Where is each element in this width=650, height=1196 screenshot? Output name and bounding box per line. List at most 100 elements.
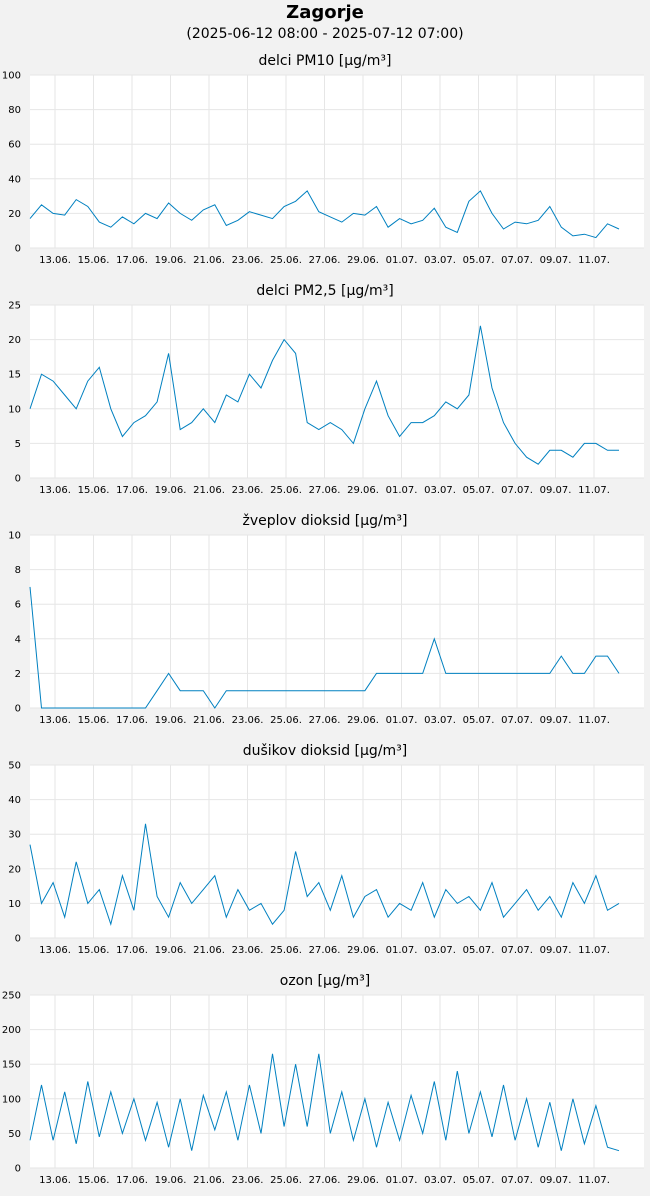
x-tick-label: 21.06. xyxy=(193,255,225,266)
x-tick-label: 09.07. xyxy=(540,945,572,956)
x-tick-label: 23.06. xyxy=(232,485,264,496)
y-tick-label: 20 xyxy=(8,335,21,346)
x-tick-label: 27.06. xyxy=(309,255,341,266)
chart-o3: ozon [µg/m³] 0 50 100 150 200 250 13.06. 15.06. 1… xyxy=(0,966,650,1196)
y-tick-label: 15 xyxy=(8,370,21,381)
y-tick-label: 40 xyxy=(8,795,21,806)
x-tick-label: 25.06. xyxy=(270,485,302,496)
x-tick-label: 13.06. xyxy=(39,1175,71,1186)
y-tick-label: 2 xyxy=(15,669,21,680)
y-tick-label: 0 xyxy=(15,934,21,945)
x-tick-label: 25.06. xyxy=(270,255,302,266)
y-tick-label: 25 xyxy=(8,301,21,312)
x-tick-label: 03.07. xyxy=(424,945,456,956)
x-tick-label: 01.07. xyxy=(386,1175,418,1186)
x-tick-label: 21.06. xyxy=(193,1175,225,1186)
x-tick-label: 29.06. xyxy=(347,485,379,496)
x-tick-label: 29.06. xyxy=(347,715,379,726)
plot-area xyxy=(30,765,644,938)
x-tick-label: 17.06. xyxy=(116,485,148,496)
y-tick-label: 4 xyxy=(15,634,21,645)
series-line xyxy=(29,823,620,927)
x-tick-label: 03.07. xyxy=(424,1175,456,1186)
x-tick-label: 15.06. xyxy=(78,255,110,266)
y-tick-label: 50 xyxy=(8,1129,21,1140)
x-tick-label: 23.06. xyxy=(232,255,264,266)
x-tick-label: 05.07. xyxy=(463,715,495,726)
y-tick-label: 8 xyxy=(15,565,21,576)
x-tick-label: 25.06. xyxy=(270,715,302,726)
x-tick-label: 13.06. xyxy=(39,715,71,726)
x-tick-label: 27.06. xyxy=(309,1175,341,1186)
x-tick-label: 23.06. xyxy=(232,1175,264,1186)
x-tick-label: 05.07. xyxy=(463,945,495,956)
x-tick-label: 23.06. xyxy=(232,945,264,956)
x-tick-label: 19.06. xyxy=(155,715,187,726)
x-tick-label: 09.07. xyxy=(540,715,572,726)
x-tick-label: 05.07. xyxy=(463,1175,495,1186)
x-tick-label: 29.06. xyxy=(347,1175,379,1186)
y-tick-label: 30 xyxy=(8,830,21,841)
series-line xyxy=(29,325,619,465)
x-tick-label: 13.06. xyxy=(39,255,71,266)
x-tick-label: 17.06. xyxy=(116,255,148,266)
x-tick-label: 07.07. xyxy=(501,715,533,726)
x-tick-label: 07.07. xyxy=(501,1175,533,1186)
x-tick-label: 09.07. xyxy=(540,1175,572,1186)
x-tick-label: 07.07. xyxy=(501,255,533,266)
x-tick-label: 17.06. xyxy=(116,1175,148,1186)
plot-area xyxy=(30,75,644,248)
x-tick-label: 27.06. xyxy=(309,485,341,496)
y-tick-label: 60 xyxy=(8,140,21,151)
plot-area xyxy=(30,535,644,708)
y-tick-label: 20 xyxy=(8,209,21,220)
x-tick-label: 11.07. xyxy=(578,1175,610,1186)
y-tick-label: 0 xyxy=(15,704,21,715)
chart-svg: delci PM10 [µg/m³] 0 20 40 60 80 100 13.06. 15.0… xyxy=(2,53,644,266)
chart-title: žveplov dioksid [µg/m³] xyxy=(243,513,408,529)
chart-title: dušikov dioksid [µg/m³] xyxy=(243,743,408,759)
y-tick-label: 250 xyxy=(2,991,21,1002)
x-tick-label: 19.06. xyxy=(155,255,187,266)
series-line xyxy=(29,190,620,239)
y-tick-label: 40 xyxy=(8,174,21,185)
chart-pm25: delci PM2,5 [µg/m³] 0 5 10 15 20 25 13.06. 15.06… xyxy=(0,276,650,506)
x-tick-label: 05.07. xyxy=(463,485,495,496)
x-tick-label: 11.07. xyxy=(578,715,610,726)
y-tick-label: 150 xyxy=(2,1060,21,1071)
y-tick-label: 80 xyxy=(8,105,21,116)
plot-area xyxy=(30,995,644,1168)
chart-svg: žveplov dioksid [µg/m³] 0 2 4 6 8 10 13.06. 15.0… xyxy=(8,513,644,726)
station-title: Zagorje xyxy=(286,2,364,23)
chart-svg: delci PM2,5 [µg/m³] 0 5 10 15 20 25 13.06. 15.06… xyxy=(8,283,644,496)
chart-title: ozon [µg/m³] xyxy=(280,973,371,989)
x-tick-label: 21.06. xyxy=(193,485,225,496)
y-tick-label: 100 xyxy=(2,1094,21,1105)
x-tick-label: 15.06. xyxy=(78,945,110,956)
y-tick-label: 0 xyxy=(15,244,21,255)
y-tick-label: 20 xyxy=(8,864,21,875)
y-tick-label: 50 xyxy=(8,761,21,772)
x-tick-label: 11.07. xyxy=(578,485,610,496)
plot-area xyxy=(30,305,644,478)
chart-svg: dušikov dioksid [µg/m³] 0 10 20 30 40 50 13.06.… xyxy=(8,743,644,956)
chart-title: delci PM10 [µg/m³] xyxy=(259,53,392,69)
y-tick-label: 10 xyxy=(8,531,21,542)
x-tick-label: 09.07. xyxy=(540,255,572,266)
x-tick-label: 11.07. xyxy=(578,945,610,956)
x-tick-label: 01.07. xyxy=(386,255,418,266)
x-tick-label: 03.07. xyxy=(424,715,456,726)
x-tick-label: 17.06. xyxy=(116,945,148,956)
chart-so2: žveplov dioksid [µg/m³] 0 2 4 6 8 10 13.06. 15.0… xyxy=(0,506,650,736)
x-tick-label: 23.06. xyxy=(232,715,264,726)
chart-title: delci PM2,5 [µg/m³] xyxy=(256,283,393,299)
x-tick-label: 25.06. xyxy=(270,945,302,956)
chart-svg: ozon [µg/m³] 0 50 100 150 200 250 13.06. 15.06. 1… xyxy=(2,973,644,1186)
x-tick-label: 27.06. xyxy=(309,945,341,956)
y-tick-label: 5 xyxy=(15,439,21,450)
x-tick-label: 29.06. xyxy=(347,255,379,266)
x-tick-label: 25.06. xyxy=(270,1175,302,1186)
y-tick-label: 10 xyxy=(8,899,21,910)
x-tick-label: 11.07. xyxy=(578,255,610,266)
x-tick-label: 13.06. xyxy=(39,485,71,496)
